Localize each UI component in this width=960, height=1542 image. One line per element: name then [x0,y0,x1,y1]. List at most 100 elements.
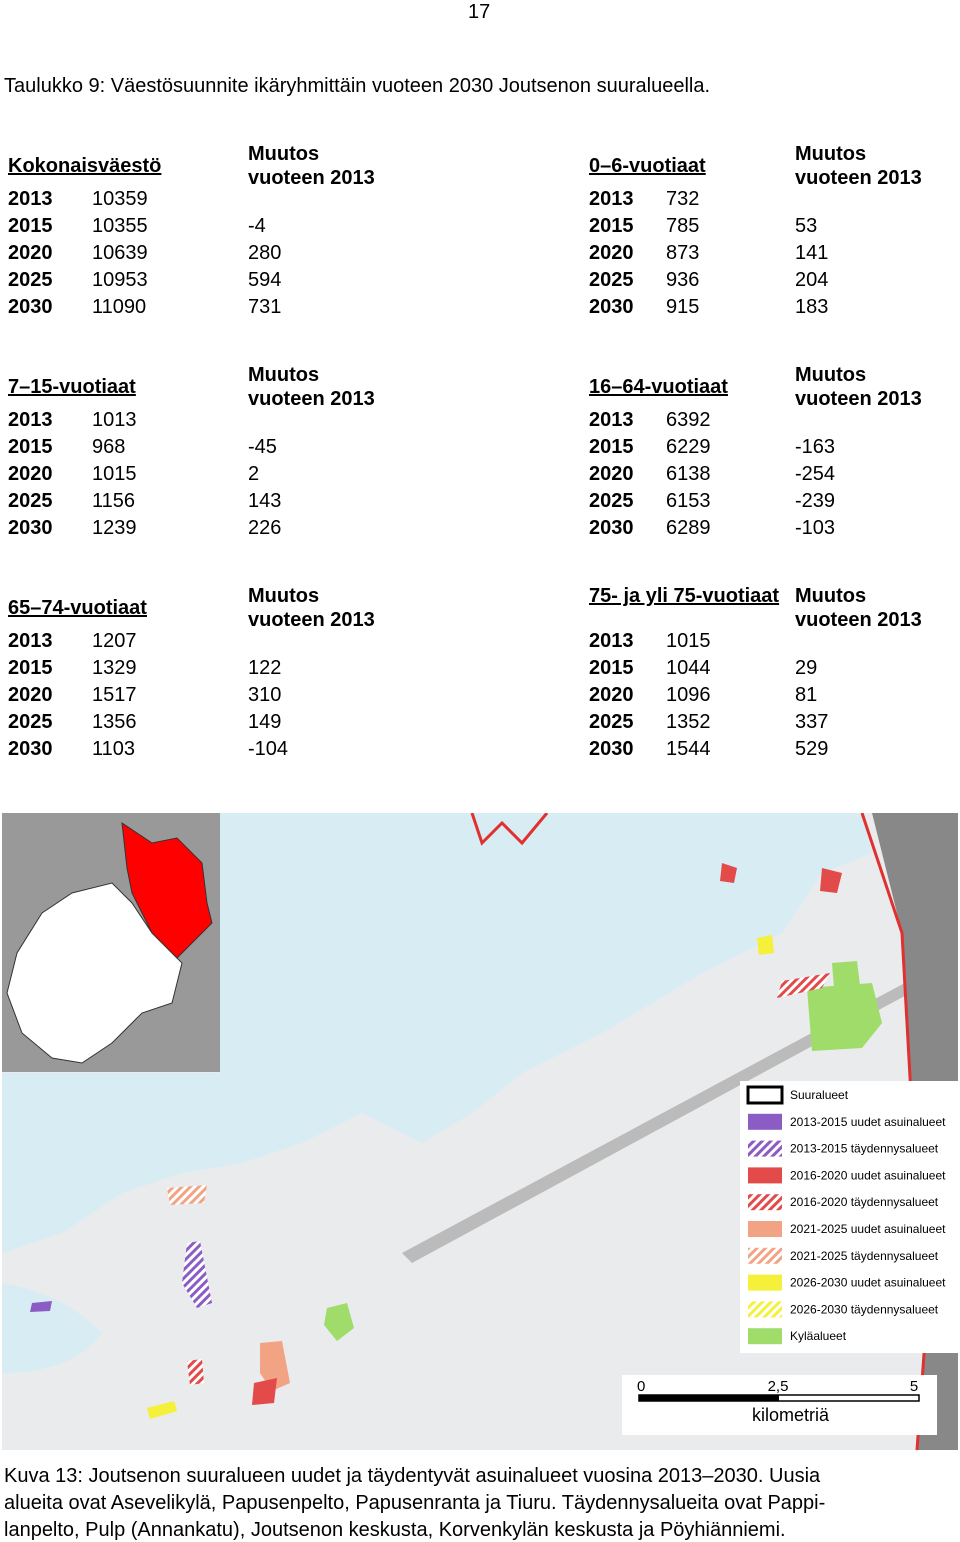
area [807,983,882,1051]
inset-region [121,821,213,959]
region-border [470,813,549,846]
legend-label: Kyläalueet [790,1329,847,1343]
change: -4 [248,215,266,237]
year: 2030 [589,738,634,760]
change: 310 [248,684,282,706]
area [832,961,860,988]
year: 2030 [8,296,53,318]
population: 732 [666,188,700,210]
population: 1329 [92,657,137,679]
change-header: Muutos [795,585,867,607]
area [324,1303,354,1341]
population: 915 [666,296,700,318]
change: 226 [248,517,282,539]
population: 10639 [92,242,148,264]
road [402,963,947,1263]
year: 2015 [589,215,634,237]
year: 2015 [589,436,634,458]
year: 2015 [589,657,634,679]
area [30,1301,52,1312]
area [820,868,842,893]
change: -103 [795,517,836,539]
legend-swatch [748,1167,782,1184]
year: 2015 [8,436,53,458]
legend-label: 2021-2025 täydennysalueet [790,1249,939,1263]
legend-swatch [748,1194,782,1211]
table-name: Kokonaisväestö [8,155,162,177]
population: 968 [92,436,126,458]
table-name: 16–64-vuotiaat [589,376,728,398]
year: 2013 [589,188,634,210]
change-header: Muutos [248,364,320,386]
table-caption: Taulukko 9: Väestösuunnite ikäryhmittäin… [4,75,711,97]
scale-label: 2,5 [768,1378,789,1395]
area [167,1185,207,1205]
year: 2020 [8,463,53,485]
legend-swatch [748,1113,782,1130]
population: 1544 [666,738,711,760]
population: 1239 [92,517,137,539]
legend-swatch [748,1140,782,1157]
population: 6153 [666,490,711,512]
area [260,1341,290,1391]
change-header: Muutos [795,143,867,165]
population: 1356 [92,711,137,733]
population: 936 [666,269,700,291]
population: 873 [666,242,700,264]
legend-swatch [748,1328,782,1345]
population: 1096 [666,684,711,706]
change-header: vuoteen 2013 [248,388,375,410]
year: 2020 [8,242,53,264]
inset-municipality [6,882,183,1064]
change: 143 [248,490,282,512]
population: 1015 [92,463,137,485]
year: 2020 [589,242,634,264]
change-header: vuoteen 2013 [248,609,375,631]
legend-label: 2021-2025 uudet asuinalueet [790,1222,946,1236]
year: 2015 [8,215,53,237]
lake [2,1283,102,1373]
legend-label: 2013-2015 täydennysalueet [790,1142,939,1156]
change: 122 [248,657,282,679]
change-header: vuoteen 2013 [795,388,922,410]
population: 1517 [92,684,137,706]
year: 2020 [589,463,634,485]
population: 1103 [92,738,136,760]
page-number: 17 [468,1,491,23]
change: 529 [795,738,829,760]
legend-label: 2016-2020 uudet asuinalueet [790,1168,946,1182]
area [147,1401,177,1419]
change: 2 [248,463,260,485]
change: -163 [795,436,836,458]
change: -254 [795,463,836,485]
change: 81 [795,684,818,706]
caption-line: lanpelto, Pulp (Annankatu), Joutsenon ke… [4,1519,786,1541]
change: 149 [248,711,282,733]
year: 2025 [589,711,634,733]
change: -239 [795,490,836,512]
population: 10355 [92,215,148,237]
population: 785 [666,215,700,237]
legend-swatch [748,1301,782,1318]
legend-swatch [748,1221,782,1237]
year: 2030 [589,517,634,539]
area [252,1378,277,1405]
year: 2025 [8,269,53,291]
change: -45 [248,436,277,458]
year: 2020 [589,684,634,706]
change: 731 [248,296,282,318]
year: 2013 [8,630,53,652]
table-name: 0–6-vuotiaat [589,155,706,177]
legend-swatch [746,1085,784,1105]
change-header: vuoteen 2013 [248,167,375,189]
legend-label: 2016-2020 täydennysalueet [790,1195,939,1209]
change-header: vuoteen 2013 [795,167,922,189]
population: 6138 [666,463,711,485]
population: 1015 [666,630,711,652]
year: 2013 [8,188,53,210]
table-name: 65–74-vuotiaat [8,597,147,619]
scale-unit: kilometriä [752,1405,830,1425]
population: 1044 [666,657,711,679]
year: 2025 [8,490,53,512]
